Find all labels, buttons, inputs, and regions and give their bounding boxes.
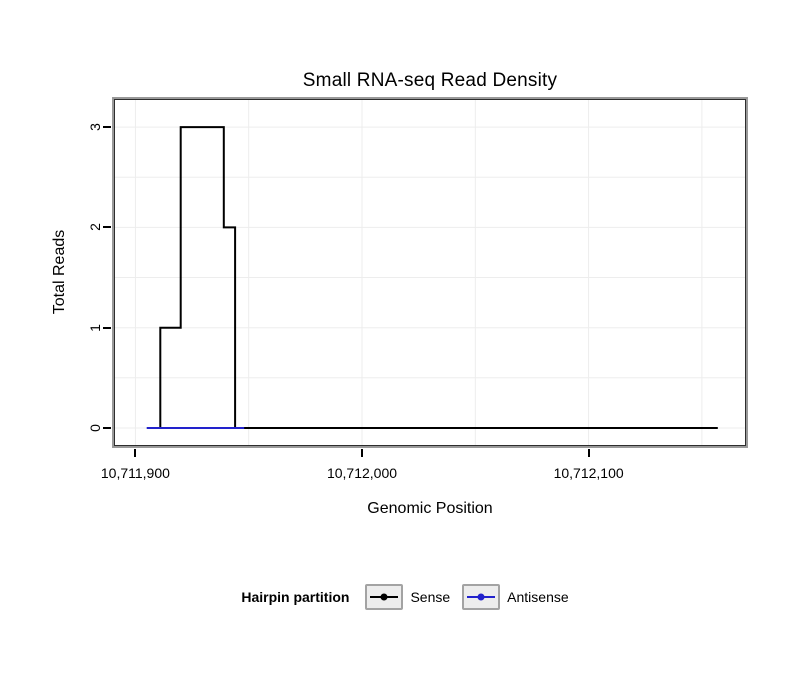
legend: Hairpin partition Sense Antisense [0,584,810,610]
x-axis-title: Genomic Position [367,500,493,517]
x-tick-mark [361,449,363,457]
y-tick-mark [103,126,111,129]
x-tick-mark [134,449,137,457]
legend-key-antisense [462,584,501,610]
legend-label-sense: Sense [410,589,451,605]
y-tick-mark [103,326,111,329]
y-tick-label: 0 [87,424,103,432]
y-tick-mark [103,226,111,229]
x-tick-label: 10,712,100 [553,465,624,481]
legend-item-sense: Sense [365,584,450,610]
chart-title: Small RNA-seq Read Density [302,70,558,91]
chart-canvas [115,100,745,445]
x-tick-label: 10,711,900 [100,465,170,481]
y-tick-mark [103,426,111,429]
legend-item-antisense: Antisense [462,584,569,610]
x-tick-label: 10,712,000 [326,465,398,481]
y-tick-label: 1 [87,323,103,332]
gridlines [115,100,745,445]
legend-key-dot-icon [380,593,388,601]
series-sense [149,126,718,429]
plot-area [115,100,745,445]
y-axis-title: Total Reads [51,229,68,315]
legend-label-antisense: Antisense [507,589,569,605]
y-tick-label: 2 [87,223,103,232]
legend-key-dot-icon [477,593,485,601]
y-tick-label: 3 [87,123,103,131]
x-tick-mark [587,449,590,457]
legend-title: Hairpin partition [241,589,350,605]
legend-key-sense [365,584,404,610]
